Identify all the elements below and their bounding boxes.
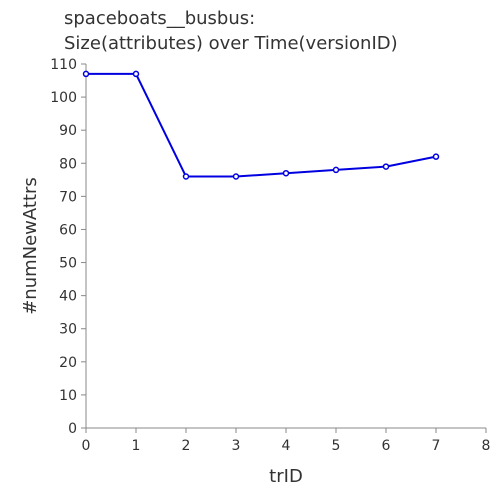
y-tick-label: 40 xyxy=(59,289,77,305)
x-axis-label: trID xyxy=(269,466,303,487)
y-tick-label: 80 xyxy=(59,156,77,172)
y-tick-label: 60 xyxy=(59,222,77,238)
data-point xyxy=(84,71,89,76)
y-axis-ticks: 0 10 20 30 40 50 60 70 80 90 100 110 xyxy=(50,57,86,437)
data-point xyxy=(384,164,389,169)
y-tick-label: 90 xyxy=(59,123,77,139)
y-tick-label: 10 xyxy=(59,388,77,404)
y-axis-label: #numNewAttrs xyxy=(20,177,41,315)
series-layer xyxy=(84,71,439,179)
x-tick-label: 7 xyxy=(432,438,441,454)
y-tick-label: 50 xyxy=(59,256,77,272)
x-tick-label: 1 xyxy=(132,438,141,454)
y-tick-label: 70 xyxy=(59,189,77,205)
data-point xyxy=(434,154,439,159)
x-tick-label: 6 xyxy=(382,438,391,454)
y-tick-label: 20 xyxy=(59,355,77,371)
x-tick-label: 0 xyxy=(82,438,91,454)
data-point xyxy=(284,171,289,176)
data-point xyxy=(334,167,339,172)
data-point xyxy=(134,71,139,76)
x-axis-ticks: 0 1 2 3 4 5 6 7 8 xyxy=(82,428,491,454)
data-point xyxy=(184,174,189,179)
data-point xyxy=(234,174,239,179)
y-tick-label: 0 xyxy=(68,421,77,437)
x-tick-label: 3 xyxy=(232,438,241,454)
y-tick-label: 110 xyxy=(50,57,77,73)
x-tick-label: 8 xyxy=(482,438,491,454)
x-tick-label: 5 xyxy=(332,438,341,454)
y-tick-label: 30 xyxy=(59,322,77,338)
y-tick-label: 100 xyxy=(50,90,77,106)
series-line xyxy=(86,74,436,177)
x-tick-label: 2 xyxy=(182,438,191,454)
x-tick-label: 4 xyxy=(282,438,291,454)
